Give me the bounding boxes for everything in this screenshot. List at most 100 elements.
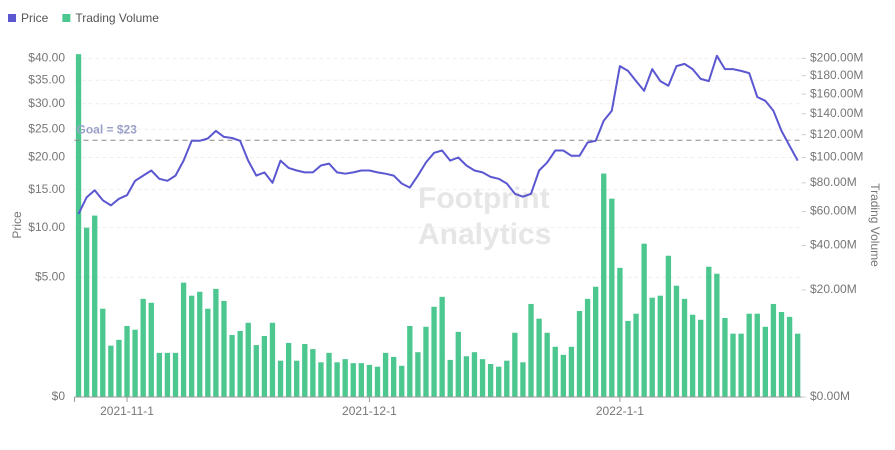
volume-bar — [261, 335, 268, 397]
volume-bar — [229, 335, 235, 397]
volume-bar — [180, 282, 187, 397]
volume-bar — [245, 322, 251, 397]
volume-bar — [568, 346, 575, 397]
volume-bar — [253, 345, 259, 397]
volume-bar — [601, 173, 607, 397]
x-tick-label: 2021-11-1 — [100, 404, 154, 418]
y-tick-label: $40.00 — [28, 51, 65, 65]
volume-bar — [794, 333, 801, 397]
volume-bar — [334, 362, 340, 397]
legend-label: Price — [21, 11, 49, 25]
volume-bar — [706, 266, 712, 397]
volume-bar — [536, 318, 542, 397]
y2-tick-label: $180.00M — [810, 68, 863, 82]
volume-bar — [83, 227, 90, 397]
y2-axis-title: Trading Volume — [868, 183, 882, 267]
volume-bar — [390, 356, 397, 397]
volume-bar — [504, 360, 510, 397]
volume-bar — [641, 243, 647, 397]
y2-tick-label: $60.00M — [810, 204, 857, 218]
volume-bar — [520, 362, 526, 397]
y2-tick-label: $40.00M — [810, 238, 857, 252]
volume-bar — [673, 285, 680, 397]
x-tick-label: 2022-1-1 — [596, 404, 644, 418]
volume-bar — [528, 303, 534, 397]
volume-bar — [512, 332, 518, 397]
volume-bar — [625, 320, 631, 397]
volume-bar — [657, 295, 663, 397]
volume-bar — [269, 322, 276, 397]
y2-tick-label: $140.00M — [810, 106, 863, 120]
y2-tick-label: $20.00M — [810, 282, 857, 296]
volume-bar — [213, 288, 219, 397]
volume-bar — [382, 352, 389, 397]
volume-bar — [277, 360, 284, 397]
volume-bar — [633, 313, 639, 397]
y-tick-label: $0 — [52, 389, 66, 403]
volume-bar — [714, 273, 720, 397]
volume-bar — [237, 330, 243, 397]
volume-bar — [463, 356, 470, 397]
volume-bar — [318, 362, 324, 397]
volume-bar — [342, 359, 348, 397]
volume-bar — [197, 291, 203, 397]
y2-tick-label: $100.00M — [810, 150, 863, 164]
volume-bar — [544, 332, 550, 397]
goal-label: Goal = $23 — [77, 122, 138, 136]
volume-bar — [722, 317, 728, 397]
volume-bar — [689, 314, 696, 397]
volume-bar — [471, 352, 478, 397]
volume-bar — [786, 316, 793, 397]
volume-bar — [294, 360, 300, 397]
volume-bar — [407, 325, 413, 397]
volume-bar — [132, 329, 138, 397]
volume-bar — [423, 326, 429, 397]
y-tick-label: $30.00 — [28, 96, 65, 110]
volume-bar — [479, 359, 486, 397]
y2-tick-label: $80.00M — [810, 175, 857, 189]
volume-bar — [698, 319, 704, 397]
volume-bar — [140, 298, 146, 397]
volume-bar — [584, 298, 591, 397]
volume-bar — [681, 298, 688, 397]
legend-swatch — [8, 14, 16, 22]
volume-bar — [487, 363, 494, 397]
volume-bar — [447, 359, 453, 397]
volume-bar — [754, 313, 760, 397]
volume-bar — [770, 303, 777, 397]
volume-bar — [552, 346, 558, 397]
volume-bar — [592, 286, 599, 397]
volume-bar — [738, 333, 744, 397]
volume-bar — [431, 306, 437, 397]
y2-tick-label: $0.00M — [810, 389, 850, 403]
y-tick-label: $35.00 — [28, 72, 65, 86]
volume-bar — [108, 345, 114, 397]
volume-bar — [350, 363, 356, 397]
y-axis-title: Price — [10, 211, 24, 239]
y-tick-label: $10.00 — [28, 220, 65, 234]
volume-bar — [188, 295, 195, 397]
volume-bar — [92, 215, 98, 397]
volume-bar — [762, 326, 769, 397]
y-tick-label: $25.00 — [28, 121, 65, 135]
volume-bar — [455, 331, 461, 397]
volume-bar — [649, 297, 655, 397]
y2-tick-label: $200.00M — [810, 51, 863, 65]
volume-bar — [75, 54, 82, 398]
volume-bar — [439, 296, 445, 397]
volume-bar — [399, 365, 405, 397]
volume-bar — [310, 349, 316, 397]
volume-bar — [326, 352, 332, 397]
volume-bar — [164, 352, 171, 397]
volume-bar — [496, 366, 502, 397]
watermark: Footprint — [418, 182, 550, 215]
y-tick-label: $5.00 — [35, 269, 65, 283]
volume-bar — [156, 352, 163, 397]
volume-bar — [205, 308, 211, 397]
watermark: Analytics — [418, 218, 551, 251]
volume-bar — [221, 300, 227, 397]
legend-swatch — [62, 14, 71, 22]
volume-bar — [746, 313, 752, 397]
volume-bar — [576, 310, 583, 397]
